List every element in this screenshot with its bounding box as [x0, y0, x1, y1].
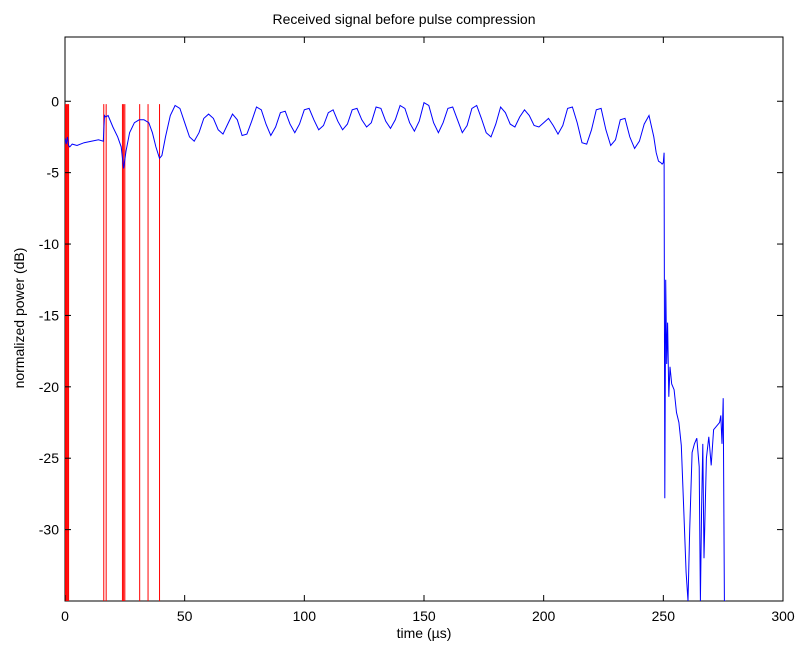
- x-tick-label: 200: [532, 608, 556, 624]
- x-tick-label: 50: [177, 608, 193, 624]
- signal-line: [65, 101, 726, 601]
- axes-box: [64, 36, 784, 602]
- plot-area: [64, 36, 784, 602]
- y-tick-label: 0: [51, 93, 59, 109]
- y-tick-label: -10: [39, 236, 59, 252]
- red-marker-lines: [65, 104, 161, 601]
- y-tick-label: -25: [39, 450, 59, 466]
- x-tick-label: 150: [412, 608, 436, 624]
- y-axis-ticks: 0 -5 -10 -15 -20 -25 -30: [39, 93, 783, 538]
- y-tick-label: -20: [39, 379, 59, 395]
- x-axis-label: time (µs): [397, 625, 452, 641]
- signal-series: [65, 101, 726, 601]
- y-axis-label: normalized power (dB): [11, 248, 27, 389]
- x-tick-label: 0: [61, 608, 69, 624]
- y-tick-label: -15: [39, 307, 59, 323]
- chart-title: Received signal before pulse compression: [272, 11, 535, 27]
- y-tick-label: -5: [47, 165, 60, 181]
- x-tick-label: 250: [652, 608, 676, 624]
- y-tick-label: -30: [39, 522, 59, 538]
- x-tick-label: 100: [293, 608, 317, 624]
- x-tick-label: 300: [771, 608, 795, 624]
- x-axis-ticks: 0 50 100 150 200 250 300: [61, 37, 795, 624]
